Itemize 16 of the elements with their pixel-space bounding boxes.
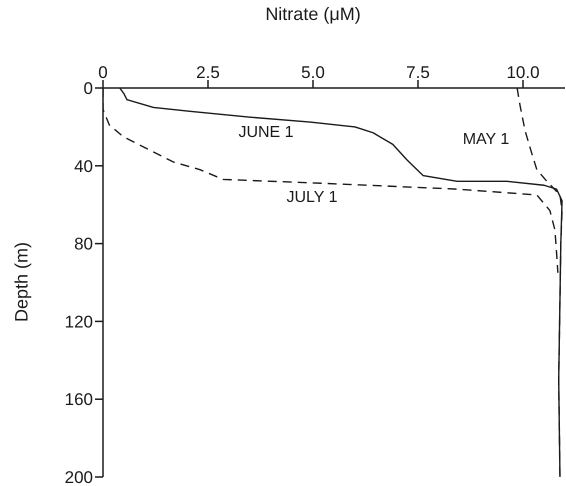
series-label: MAY 1: [462, 131, 510, 149]
x-axis-title: Nitrate (μM): [264, 4, 362, 25]
series-label: JULY 1: [286, 189, 338, 207]
y-tick-label: 160: [64, 390, 93, 410]
y-tick-label: 0: [84, 79, 93, 98]
x-tick-label: 7.5: [406, 63, 430, 82]
y-axis-title: Depth (m): [12, 242, 32, 322]
x-tick-label: 5.0: [301, 63, 325, 82]
x-tick-label: 2.5: [196, 63, 220, 82]
y-tick-label: 80: [74, 234, 93, 254]
y-tick-label: 120: [64, 312, 93, 332]
x-tick-label: 10.0: [506, 63, 540, 82]
y-tick-label: 200: [64, 468, 93, 486]
y-tick-label: 40: [74, 156, 93, 176]
x-tick-label: 0: [98, 63, 108, 82]
series-label: JUNE 1: [238, 124, 294, 142]
